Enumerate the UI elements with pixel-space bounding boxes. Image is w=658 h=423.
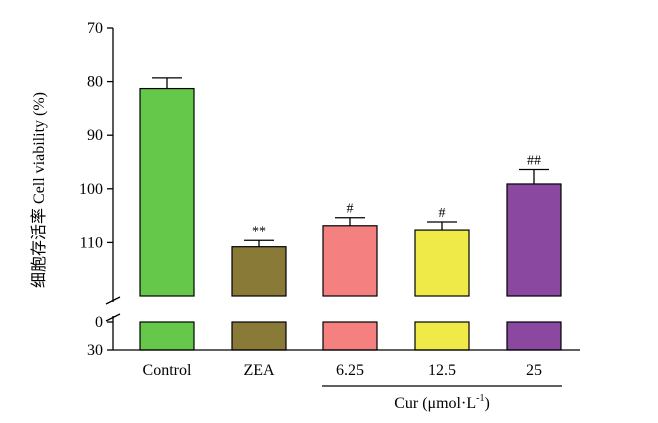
x-tick-label: 6.25 bbox=[336, 362, 364, 379]
bar-upper-6.25 bbox=[322, 225, 378, 297]
significance-mark: ** bbox=[252, 224, 266, 239]
axes-group: Control ZEA 6.25 12.5 25 110 100 90 80 70 30 0 bbox=[79, 20, 580, 379]
cur-unit-superscript: -1 bbox=[476, 393, 484, 404]
y-tick-label: 0 bbox=[95, 314, 103, 331]
significance-mark: ## bbox=[527, 154, 541, 169]
bar-upper-25 bbox=[506, 183, 562, 297]
significance-mark: # bbox=[439, 206, 446, 221]
bar-lower-6.25 bbox=[322, 321, 378, 351]
significance-mark: # bbox=[347, 202, 354, 217]
y-tick-label: 70 bbox=[87, 20, 103, 37]
bar-upper-12.5 bbox=[414, 229, 470, 297]
y-tick-label: 100 bbox=[79, 181, 103, 198]
bar-upper-Control bbox=[139, 87, 195, 297]
bars-group: **# ### bbox=[139, 77, 562, 351]
y-tick-label: 30 bbox=[87, 342, 103, 359]
cur-group-label: Cur (μmol·L-1) bbox=[394, 393, 490, 412]
bar-lower-Control bbox=[139, 321, 195, 351]
y-tick-label: 110 bbox=[80, 234, 103, 251]
bar-upper-ZEA bbox=[231, 246, 287, 297]
axis-break-mark bbox=[105, 313, 121, 322]
y-axis-label: 细胞存活率 Cell viability (%) bbox=[30, 92, 48, 288]
bar-lower-ZEA bbox=[231, 321, 287, 351]
bar-lower-25 bbox=[506, 321, 562, 351]
axis-break-mark bbox=[105, 296, 121, 305]
cur-unit-close: ) bbox=[484, 395, 489, 412]
x-tick-label: 12.5 bbox=[428, 362, 456, 379]
y-tick-label: 80 bbox=[87, 74, 103, 91]
bar-lower-12.5 bbox=[414, 321, 470, 351]
x-tick-label: 25 bbox=[526, 362, 542, 379]
y-tick-label: 90 bbox=[87, 127, 103, 144]
x-tick-label: Control bbox=[143, 362, 192, 379]
x-tick-label: ZEA bbox=[243, 362, 275, 379]
